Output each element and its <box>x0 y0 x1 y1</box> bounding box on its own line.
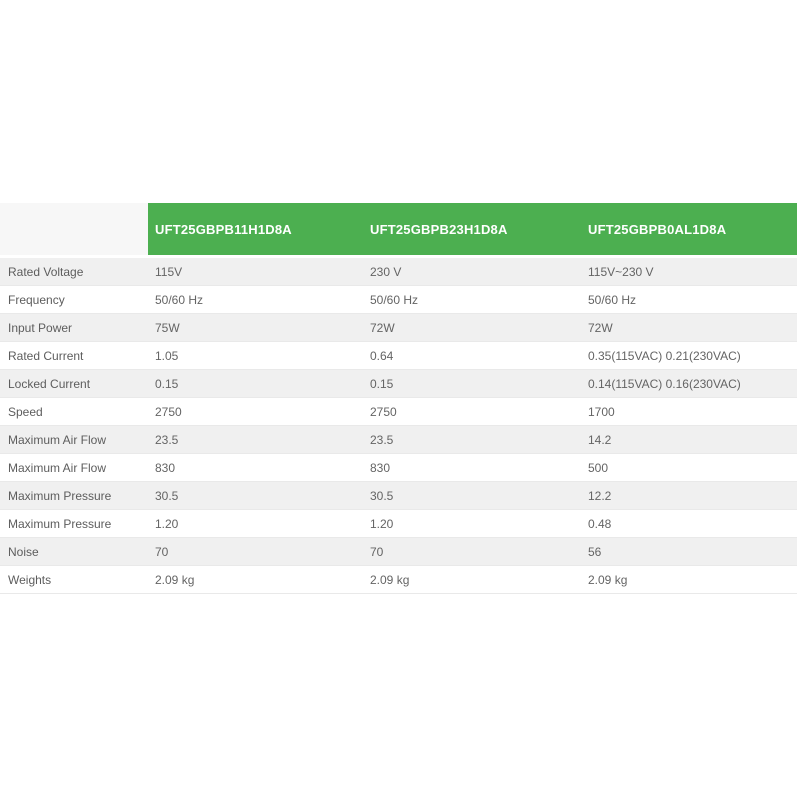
row-label: Locked Current <box>8 376 91 391</box>
row-label: Speed <box>8 404 43 419</box>
cell-value: 0.64 <box>370 348 394 363</box>
cell-value: 72W <box>370 320 395 335</box>
table-header-row: UFT25GBPB11H1D8A UFT25GBPB23H1D8A UFT25G… <box>0 203 797 255</box>
row-label: Maximum Pressure <box>8 488 112 503</box>
cell-value: 2.09 kg <box>588 572 628 587</box>
column-header-model-1: UFT25GBPB11H1D8A <box>148 203 363 255</box>
table-row: Maximum Pressure 30.5 30.5 12.2 <box>0 482 797 510</box>
cell-value: 2750 <box>370 404 397 419</box>
cell-value: 50/60 Hz <box>588 292 637 307</box>
row-label: Maximum Air Flow <box>8 460 107 475</box>
cell-value: 1700 <box>588 404 615 419</box>
row-label: Rated Current <box>8 348 84 363</box>
column-header-model-3: UFT25GBPB0AL1D8A <box>581 203 797 255</box>
table-row: Frequency 50/60 Hz 50/60 Hz 50/60 Hz <box>0 286 797 314</box>
row-label: Input Power <box>8 320 73 335</box>
table-row: Input Power 75W 72W 72W <box>0 314 797 342</box>
cell-value: 0.15 <box>370 376 394 391</box>
cell-value: 23.5 <box>155 432 179 447</box>
cell-value: 75W <box>155 320 180 335</box>
table-row: Weights 2.09 kg 2.09 kg 2.09 kg <box>0 566 797 594</box>
cell-value: 12.2 <box>588 488 612 503</box>
cell-value: 56 <box>588 544 602 559</box>
cell-value: 1.20 <box>370 516 394 531</box>
row-label: Rated Voltage <box>8 264 84 279</box>
cell-value: 2.09 kg <box>155 572 195 587</box>
cell-value: 30.5 <box>370 488 394 503</box>
cell-value: 70 <box>155 544 169 559</box>
cell-value: 50/60 Hz <box>155 292 204 307</box>
cell-value: 115V~230 V <box>588 264 654 279</box>
cell-value: 1.05 <box>155 348 179 363</box>
cell-value: 2750 <box>155 404 182 419</box>
table-row: Rated Voltage 115V 230 V 115V~230 V <box>0 258 797 286</box>
table-corner-cell <box>0 203 148 255</box>
table-row: Maximum Air Flow 830 830 500 <box>0 454 797 482</box>
table-row: Rated Current 1.05 0.64 0.35(115VAC) 0.2… <box>0 342 797 370</box>
table-row: Noise 70 70 56 <box>0 538 797 566</box>
table-body: Rated Voltage 115V 230 V 115V~230 V Freq… <box>0 258 797 594</box>
cell-value: 115V <box>155 264 183 279</box>
row-label: Weights <box>8 572 52 587</box>
cell-value: 830 <box>155 460 176 475</box>
cell-value: 23.5 <box>370 432 394 447</box>
cell-value: 230 V <box>370 264 402 279</box>
column-header-model-2: UFT25GBPB23H1D8A <box>363 203 581 255</box>
table-row: Maximum Air Flow 23.5 23.5 14.2 <box>0 426 797 454</box>
row-label: Maximum Air Flow <box>8 432 107 447</box>
cell-value: 14.2 <box>588 432 612 447</box>
table-row: Maximum Pressure 1.20 1.20 0.48 <box>0 510 797 538</box>
cell-value: 1.20 <box>155 516 179 531</box>
cell-value: 50/60 Hz <box>370 292 419 307</box>
cell-value: 500 <box>588 460 609 475</box>
cell-value: 830 <box>370 460 391 475</box>
row-label: Maximum Pressure <box>8 516 112 531</box>
cell-value: 72W <box>588 320 613 335</box>
cell-value: 70 <box>370 544 384 559</box>
cell-value: 0.14(115VAC) 0.16(230VAC) <box>588 376 741 391</box>
cell-value: 0.35(115VAC) 0.21(230VAC) <box>588 348 741 363</box>
cell-value: 0.15 <box>155 376 179 391</box>
row-label: Frequency <box>8 292 65 307</box>
cell-value: 2.09 kg <box>370 572 410 587</box>
table-row: Locked Current 0.15 0.15 0.14(115VAC) 0.… <box>0 370 797 398</box>
spec-table: UFT25GBPB11H1D8A UFT25GBPB23H1D8A UFT25G… <box>0 203 797 594</box>
row-label: Noise <box>8 544 39 559</box>
cell-value: 30.5 <box>155 488 179 503</box>
cell-value: 0.48 <box>588 516 612 531</box>
table-row: Speed 2750 2750 1700 <box>0 398 797 426</box>
